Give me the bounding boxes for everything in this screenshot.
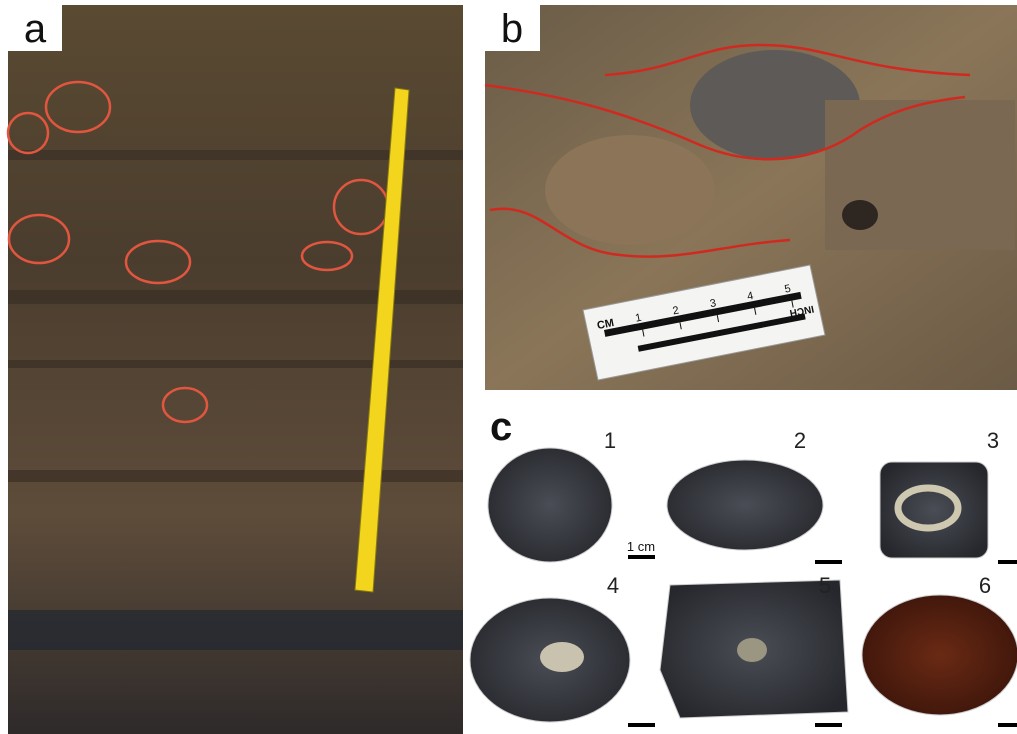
nodule xyxy=(545,135,715,245)
panel-c: c 1 2 3 4 5 6 1 cm xyxy=(470,405,1017,725)
specimen-core xyxy=(737,638,767,662)
panel-a: a xyxy=(8,5,463,734)
specimen-number: 5 xyxy=(819,573,831,598)
cavity xyxy=(842,200,878,230)
panel-label: c xyxy=(490,405,512,449)
panel-label: a xyxy=(24,7,47,51)
scale-label: 1 cm xyxy=(627,539,655,554)
specimen-number: 6 xyxy=(979,573,991,598)
specimen-number: 1 xyxy=(604,428,616,453)
specimen-number: 4 xyxy=(607,573,619,598)
panel-label: b xyxy=(501,7,523,51)
figure: a CM INCH 12345 b c 1 2 xyxy=(0,0,1017,734)
page: a CM INCH 12345 b c 1 2 xyxy=(0,0,1017,734)
specimen xyxy=(488,448,612,562)
specimen xyxy=(667,460,823,550)
specimen-number: 3 xyxy=(987,428,999,453)
specimen-number: 2 xyxy=(794,428,806,453)
specimen xyxy=(862,595,1017,715)
specimen-core xyxy=(540,642,584,672)
